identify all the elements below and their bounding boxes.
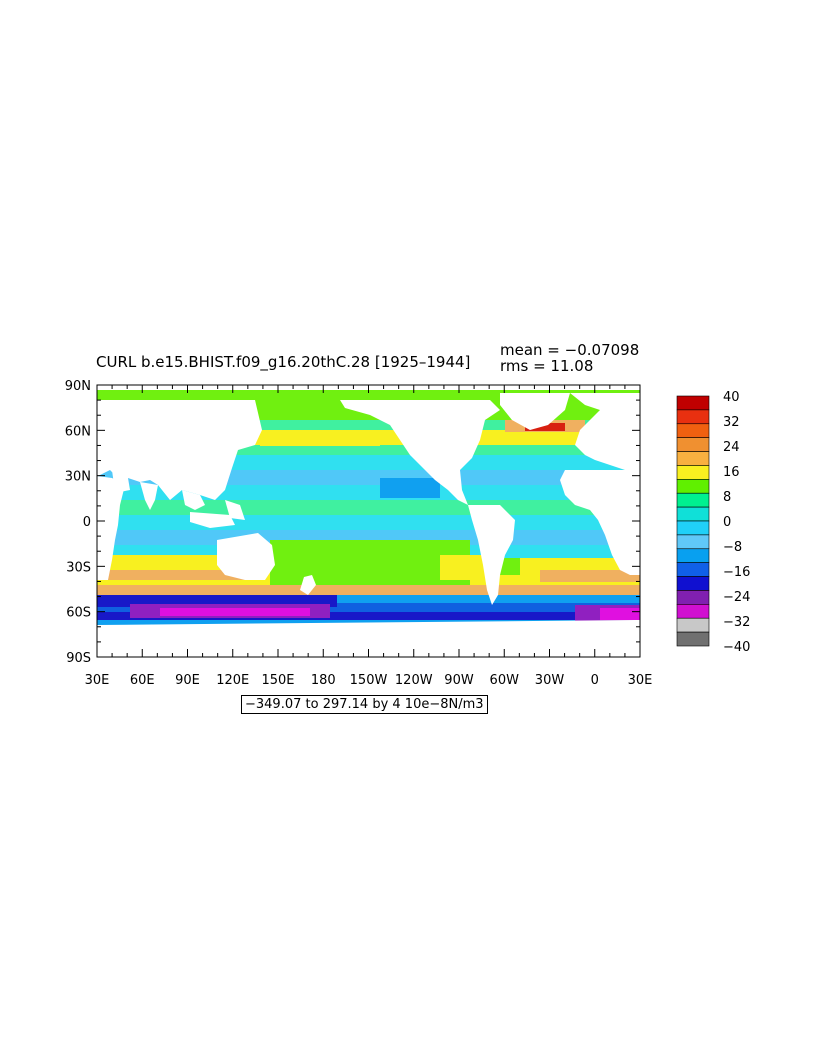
x-tick-label: 150E — [261, 673, 294, 688]
curl-band-15 — [97, 595, 640, 603]
colorbar-label: 0 — [723, 515, 731, 530]
curl-band-17 — [97, 612, 640, 620]
curl-patch-9 — [600, 608, 640, 620]
colorbar-swatch — [676, 479, 710, 494]
colorbar-swatch — [676, 492, 710, 508]
y-tick-label: 0 — [83, 515, 91, 530]
x-tick-label: 180 — [311, 673, 336, 688]
curl-band-16 — [97, 603, 640, 612]
curl-patch-11 — [525, 423, 565, 431]
colorbar-swatch — [676, 534, 710, 550]
y-tick-label: 30N — [65, 470, 91, 485]
colorbar-swatch — [676, 604, 710, 619]
colorbar-label: −8 — [723, 540, 742, 555]
colorbar-label: 16 — [723, 465, 740, 480]
x-tick-label: 90E — [175, 673, 200, 688]
colorbar-swatch — [676, 465, 710, 480]
colorbar-label: −32 — [723, 615, 750, 630]
colorbar-label: −40 — [723, 640, 750, 655]
curl-band-14 — [97, 585, 640, 595]
curl-band-6 — [97, 470, 640, 485]
colorbar-swatch — [676, 631, 710, 647]
y-tick-label: 30S — [66, 560, 91, 575]
curl-patch-2 — [270, 540, 470, 585]
colorbar-swatch — [676, 451, 710, 466]
colorbar-label: −24 — [723, 590, 750, 605]
colorbar-swatch — [676, 520, 710, 536]
x-tick-label: 150W — [350, 673, 388, 688]
curl-band-7 — [97, 485, 640, 500]
colorbar-label: 40 — [723, 390, 740, 405]
colorbar-label: −16 — [723, 565, 750, 580]
x-tick-label: 30W — [535, 673, 565, 688]
x-tick-label: 0 — [591, 673, 599, 688]
curl-patch-14 — [440, 555, 490, 580]
x-tick-label: 120E — [216, 673, 249, 688]
colorbar-swatch — [676, 562, 710, 577]
curl-patch-7 — [540, 570, 640, 582]
colorbar: 40 32 24 16 8 0 −8 −16 −24 −32 −40 — [676, 390, 750, 655]
curl-patch-1 — [97, 570, 247, 580]
x-tick-label: 30E — [628, 673, 653, 688]
y-tick-label: 90S — [66, 651, 91, 666]
x-tick-label: 120W — [395, 673, 433, 688]
curl-patch-12 — [260, 432, 380, 446]
latitude-tick-labels: 90N 60N 30N 0 30S 60S 90S — [65, 379, 91, 666]
colorbar-swatch — [676, 548, 710, 563]
plot-title: CURL b.e15.BHIST.f09_g16.20thC.28 [1925–… — [96, 353, 471, 371]
x-tick-label: 90W — [444, 673, 474, 688]
rms-value: rms = 11.08 — [500, 357, 594, 375]
ocean-curl-field — [97, 385, 640, 657]
x-tick-label: 60W — [490, 673, 520, 688]
contour-range-label: −349.07 to 297.14 by 4 10e−8N/m3 — [241, 695, 488, 714]
curl-band-4 — [97, 445, 640, 455]
x-tick-label: 30E — [85, 673, 110, 688]
curl-band-8 — [97, 500, 640, 515]
colorbar-swatch — [676, 576, 710, 591]
colorbar-swatch — [676, 423, 710, 438]
y-tick-label: 90N — [65, 379, 91, 394]
colorbar-swatch — [676, 590, 710, 605]
curl-band-2 — [97, 420, 640, 430]
colorbar-swatch — [676, 409, 710, 425]
y-tick-label: 60N — [65, 424, 91, 439]
colorbar-swatch — [676, 437, 710, 452]
y-tick-label: 60S — [66, 606, 91, 621]
longitude-tick-labels: 30E 60E 90E 120E 150E 180 150W 120W 90W 60W 30W 0 30… — [85, 673, 653, 688]
colorbar-swatch — [676, 395, 710, 411]
x-tick-label: 60E — [130, 673, 155, 688]
colorbar-label: 32 — [723, 415, 740, 430]
colorbar-swatch — [676, 506, 710, 522]
curl-band-9 — [97, 515, 640, 530]
mean-value: mean = −0.07098 — [500, 341, 640, 359]
plot-frame — [96, 384, 641, 658]
axis-ticks — [96, 384, 641, 658]
curl-patch-5 — [160, 608, 310, 616]
colorbar-label: 24 — [723, 440, 740, 455]
colorbar-label: 8 — [723, 490, 731, 505]
colorbar-swatch — [676, 617, 710, 633]
curl-patch-13 — [380, 478, 440, 498]
